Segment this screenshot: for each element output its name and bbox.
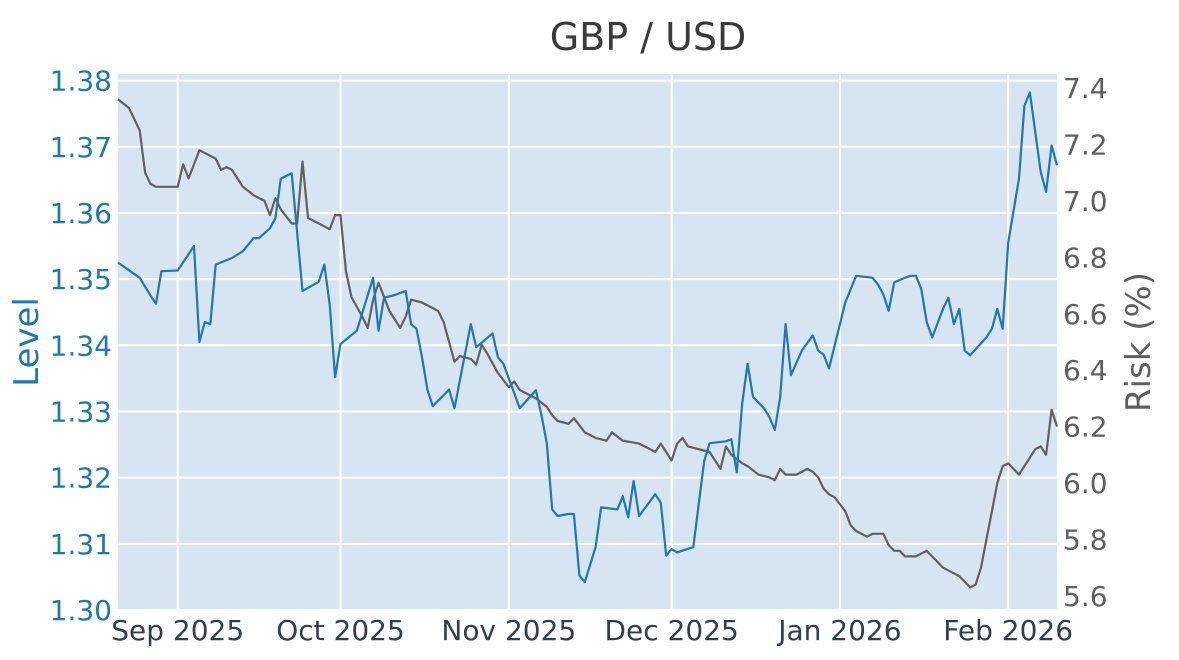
y-right-axis: 5.6 5.8 6.0 6.2 6.4 6.6 6.8 7.0 7.2 7.4 <box>1063 72 1108 613</box>
y-left-tick-label: 1.33 <box>50 395 112 428</box>
y-left-axis: 1.30 1.31 1.32 1.33 1.34 1.35 1.36 1.37 1.38 <box>50 65 112 627</box>
y-right-axis-label: Risk (%) <box>1119 272 1159 412</box>
y-right-tick-label: 6.8 <box>1063 241 1108 274</box>
y-right-tick-label: 7.2 <box>1063 129 1108 162</box>
level-series-line <box>117 91 1059 584</box>
y-left-tick-label: 1.35 <box>50 263 112 296</box>
y-left-tick-label: 1.36 <box>50 197 112 230</box>
x-tick-label: Dec 2025 <box>604 614 738 647</box>
y-right-tick-label: 6.2 <box>1063 411 1108 444</box>
y-left-axis-label: Level <box>7 297 47 387</box>
y-left-tick-label: 1.34 <box>50 329 112 362</box>
y-left-tick-label: 1.37 <box>50 131 112 164</box>
y-left-tick-label: 1.31 <box>50 528 112 561</box>
y-right-tick-label: 7.0 <box>1063 185 1108 218</box>
x-tick-label: Jan 2026 <box>776 614 901 647</box>
y-left-tick-label: 1.32 <box>50 462 112 495</box>
x-tick-label: Oct 2025 <box>276 614 405 647</box>
y-right-tick-label: 6.0 <box>1063 467 1108 500</box>
y-right-tick-label: 5.6 <box>1063 580 1108 613</box>
x-tick-label: Nov 2025 <box>441 614 576 647</box>
y-right-tick-label: 6.6 <box>1063 298 1108 331</box>
y-left-tick-label: 1.38 <box>50 65 112 98</box>
chart-title: GBP / USD <box>550 15 747 59</box>
x-tick-label: Feb 2026 <box>943 614 1073 647</box>
y-right-tick-label: 7.4 <box>1063 72 1108 105</box>
y-right-tick-label: 6.4 <box>1063 354 1108 387</box>
x-axis: Sep 2025 Oct 2025 Nov 2025 Dec 2025 Jan 2026… <box>111 614 1073 647</box>
x-tick-label: Sep 2025 <box>111 614 244 647</box>
series-layer <box>117 91 1059 589</box>
plot-area <box>118 74 1057 610</box>
gridlines <box>118 74 1057 611</box>
y-right-tick-label: 5.8 <box>1063 523 1108 556</box>
y-left-tick-label: 1.30 <box>50 594 112 627</box>
